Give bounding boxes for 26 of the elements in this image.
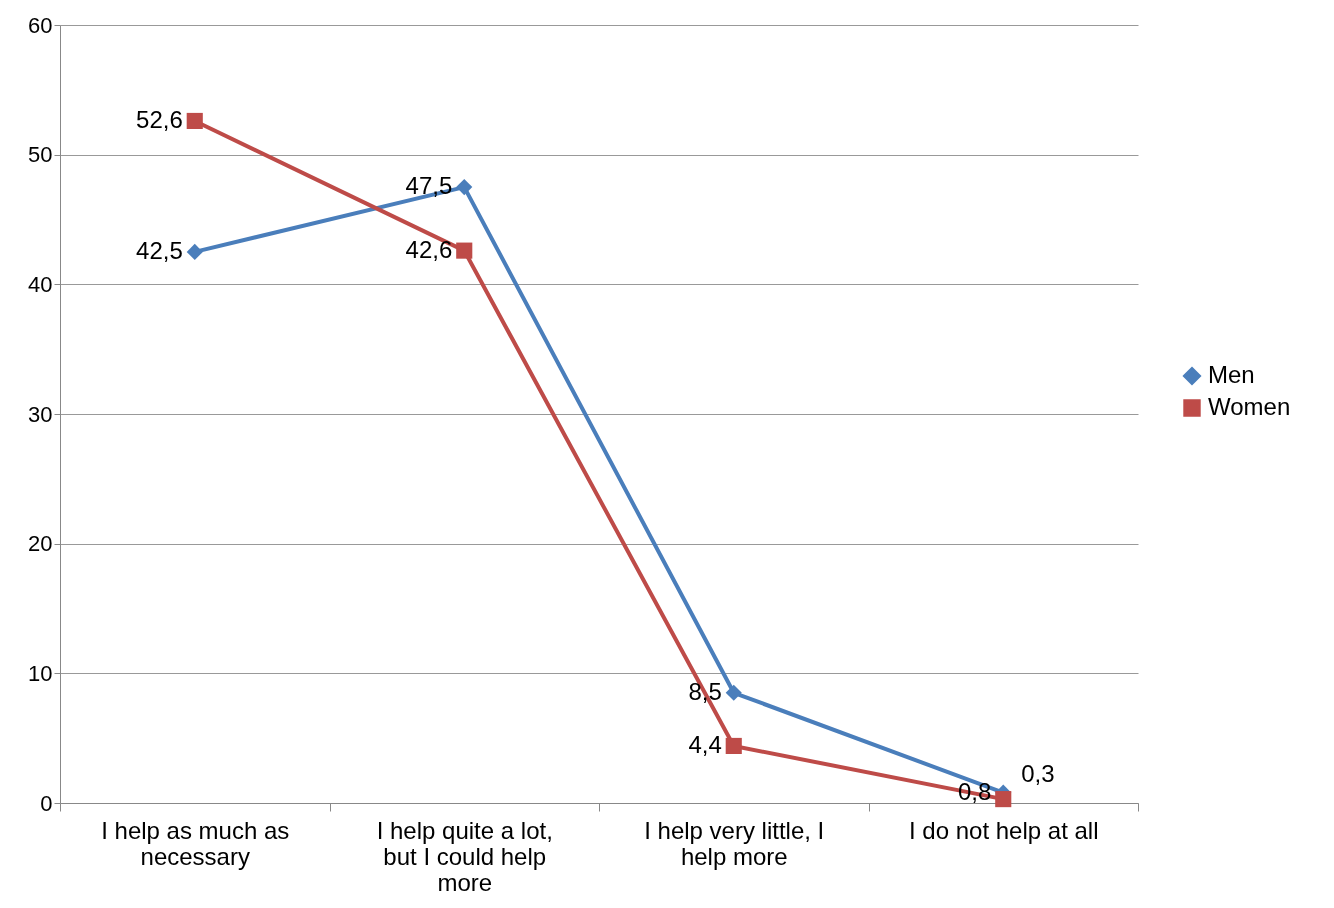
data-label: 52,6 <box>136 105 183 133</box>
y-tick-label: 10 <box>28 660 53 686</box>
point <box>456 242 473 259</box>
legend-label: Men <box>1208 361 1255 388</box>
data-label: 42,6 <box>405 235 453 263</box>
point <box>725 737 742 755</box>
point <box>725 684 742 701</box>
data-label: 42,5 <box>136 236 183 264</box>
y-tick-label: 20 <box>28 531 53 557</box>
y-tick-label: 0 <box>40 790 53 816</box>
x-tick-label: I help quite a lot, but I could help more <box>376 816 553 896</box>
legend-label: Women <box>1208 393 1291 420</box>
data-label: 4,4 <box>688 730 722 758</box>
point <box>186 243 203 260</box>
data-label: 47,5 <box>405 172 453 200</box>
x-tick-label: I do not help at all <box>909 816 1099 844</box>
y-tick-label: 30 <box>28 401 53 427</box>
data-label: 0,3 <box>1021 760 1055 788</box>
x-tick-label: I help as much as necessary <box>101 816 290 870</box>
point <box>456 179 473 196</box>
point <box>995 791 1012 808</box>
y-tick-label: 50 <box>28 142 53 168</box>
y-tick-label: 60 <box>28 12 53 38</box>
point <box>186 112 203 130</box>
x-tick-label: I help very little, I help more <box>644 816 825 870</box>
y-tick-label: 40 <box>28 271 53 297</box>
